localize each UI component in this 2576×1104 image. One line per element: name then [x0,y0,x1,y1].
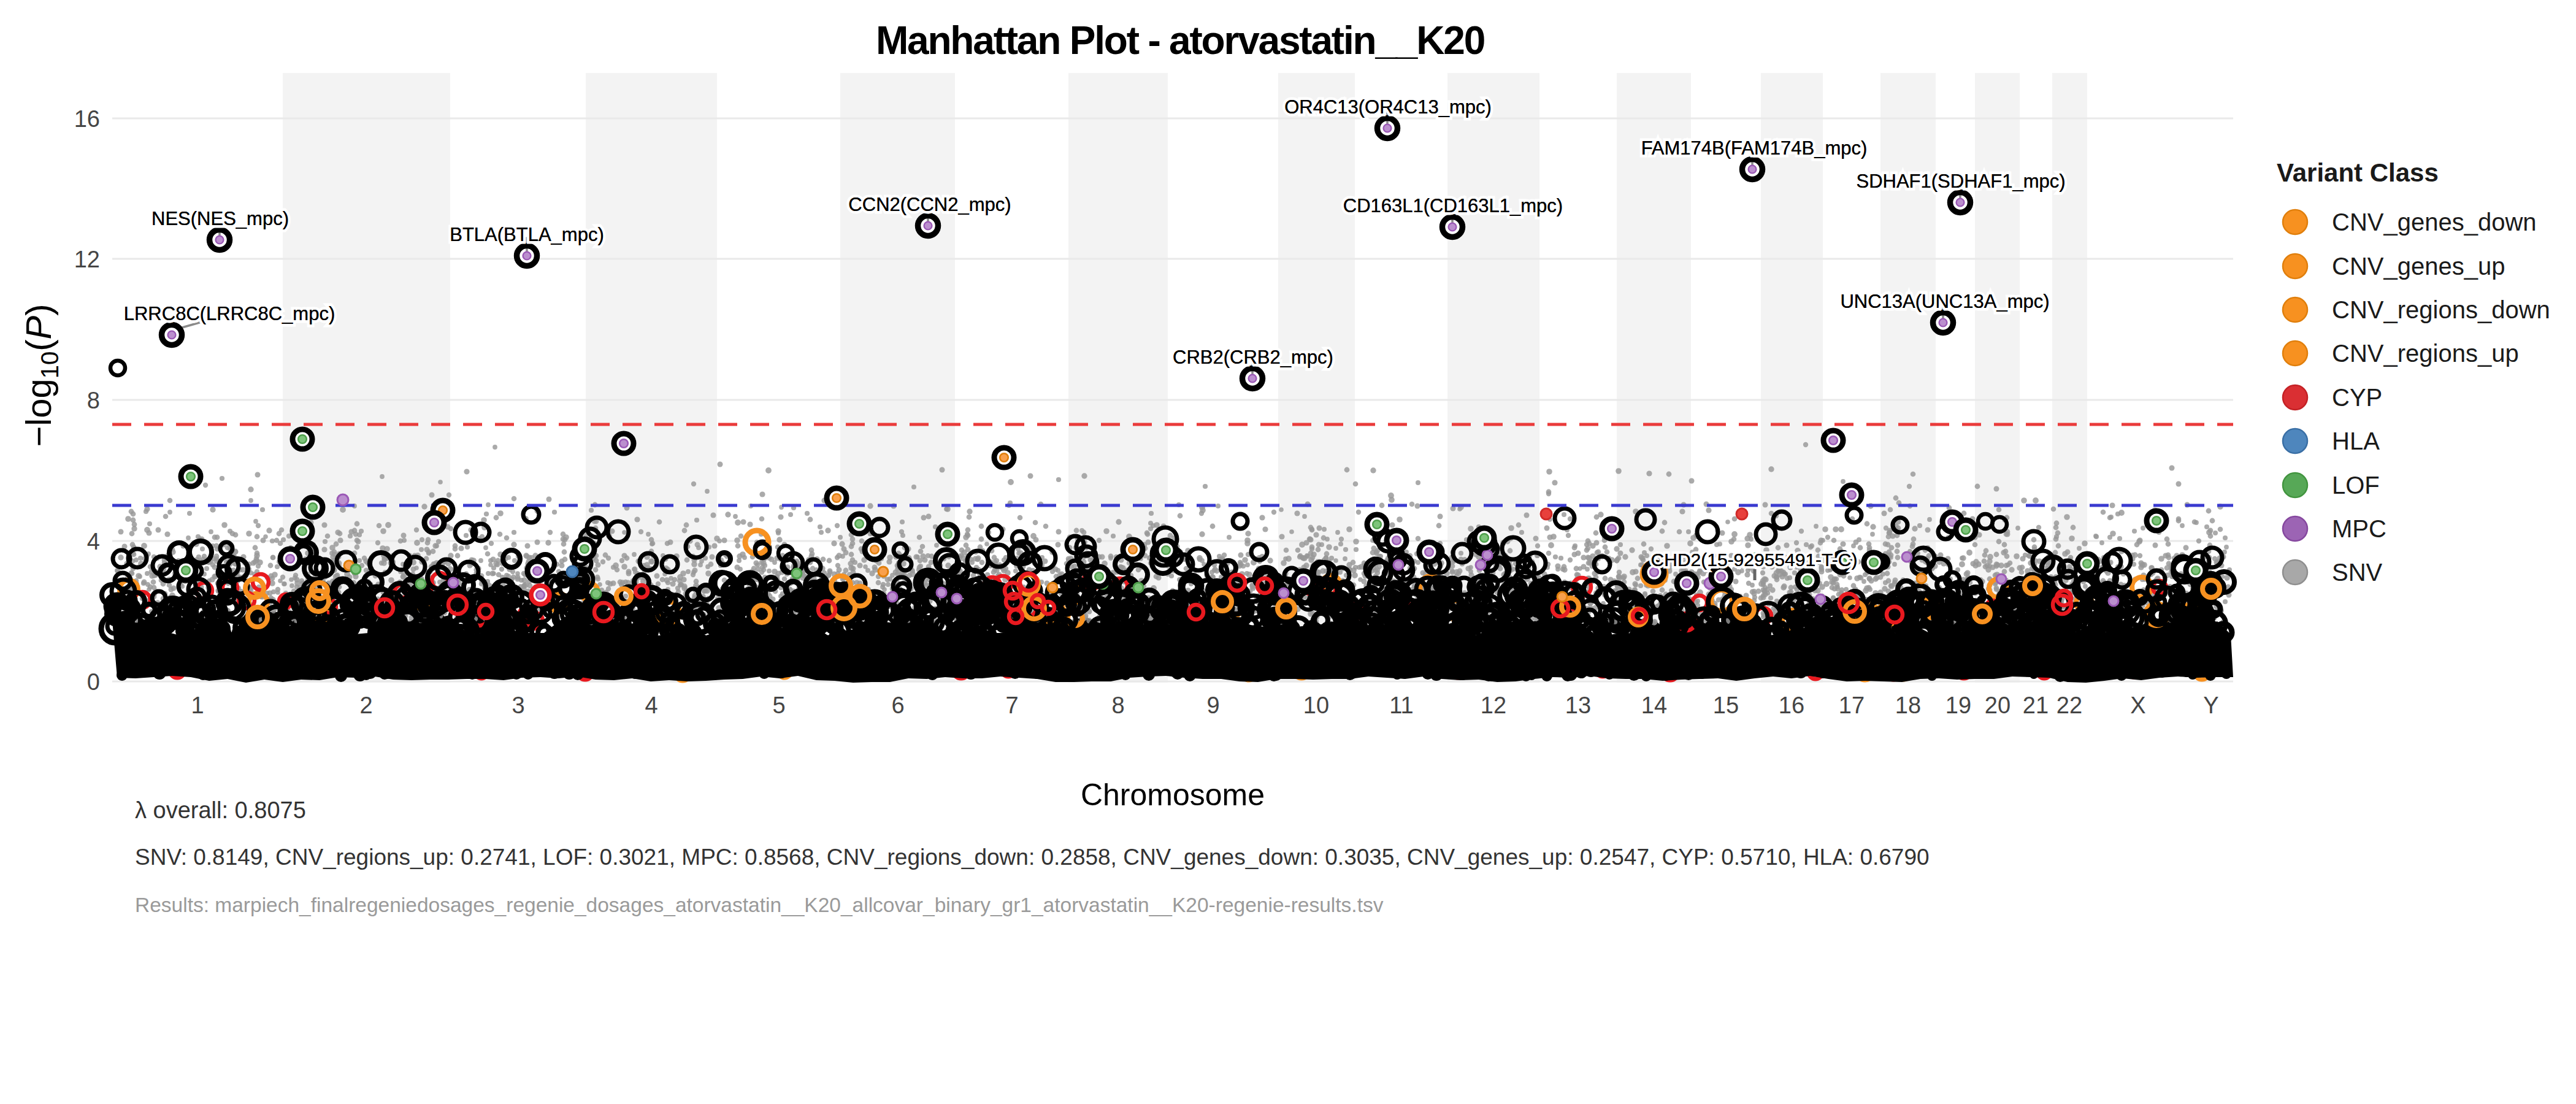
svg-text:4: 4 [645,692,657,718]
svg-text:Variant Class: Variant Class [2277,158,2439,187]
svg-text:1: 1 [191,692,204,718]
svg-text:20: 20 [1985,692,2011,718]
svg-text:FAM174B(FAM174B_mpc): FAM174B(FAM174B_mpc) [1641,137,1868,159]
svg-text:CD163L1(CD163L1_mpc): CD163L1(CD163L1_mpc) [1343,195,1563,217]
svg-text:14: 14 [1641,692,1667,718]
svg-text:11: 11 [1389,692,1413,718]
svg-text:13: 13 [1565,692,1591,718]
svg-text:HLA: HLA [2332,427,2380,454]
svg-text:10: 10 [1303,692,1329,718]
svg-text:λ overall: 0.8075: λ overall: 0.8075 [135,797,306,823]
svg-text:MPC: MPC [2332,515,2386,542]
svg-text:8: 8 [87,388,100,413]
svg-text:8: 8 [1111,692,1124,718]
svg-text:6: 6 [891,692,904,718]
svg-text:12: 12 [74,247,100,272]
svg-text:7: 7 [1005,692,1018,718]
svg-text:BTLA(BTLA_mpc): BTLA(BTLA_mpc) [450,224,604,245]
svg-text:16: 16 [74,106,100,132]
svg-text:12: 12 [1481,692,1506,718]
svg-text:OR4C13(OR4C13_mpc): OR4C13(OR4C13_mpc) [1284,96,1492,118]
svg-text:Manhattan Plot - atorvastatin_: Manhattan Plot - atorvastatin__K20 [876,18,1484,63]
svg-text:CNV_regions_down: CNV_regions_down [2332,296,2550,323]
svg-text:SNV: SNV [2332,559,2383,586]
svg-text:19: 19 [1945,692,1971,718]
svg-text:CYP: CYP [2332,384,2382,411]
svg-text:9: 9 [1206,692,1219,718]
svg-text:5: 5 [772,692,785,718]
svg-text:3: 3 [512,692,524,718]
svg-text:CNV_genes_down: CNV_genes_down [2332,209,2537,236]
svg-text:CHD2(15-92955491-T-C): CHD2(15-92955491-T-C) [1651,550,1858,570]
svg-text:LRRC8C(LRRC8C_mpc): LRRC8C(LRRC8C_mpc) [124,303,335,324]
svg-text:UNC13A(UNC13A_mpc): UNC13A(UNC13A_mpc) [1840,291,2049,312]
svg-text:17: 17 [1839,692,1865,718]
svg-text:4: 4 [87,529,100,554]
svg-text:15: 15 [1713,692,1739,718]
svg-text:SNV: 0.8149, CNV_regions_up: 0: SNV: 0.8149, CNV_regions_up: 0.2741, LOF… [135,845,1930,870]
svg-text:Results: marpiech_finalregenie: Results: marpiech_finalregeniedosages_re… [135,894,1384,916]
svg-text:21: 21 [2023,692,2049,718]
svg-text:CNV_regions_up: CNV_regions_up [2332,340,2519,367]
svg-text:16: 16 [1779,692,1804,718]
svg-text:CCN2(CCN2_mpc): CCN2(CCN2_mpc) [848,194,1011,215]
svg-text:SDHAF1(SDHAF1_mpc): SDHAF1(SDHAF1_mpc) [1856,171,2065,192]
svg-text:X: X [2130,692,2145,718]
svg-text:Chromosome: Chromosome [1081,778,1265,812]
svg-text:18: 18 [1895,692,1921,718]
svg-text:Y: Y [2203,692,2218,718]
svg-text:CRB2(CRB2_mpc): CRB2(CRB2_mpc) [1173,347,1333,368]
svg-text:0: 0 [87,669,100,695]
svg-text:CNV_genes_up: CNV_genes_up [2332,253,2505,280]
svg-text:22: 22 [2057,692,2082,718]
svg-text:LOF: LOF [2332,472,2380,499]
svg-text:2: 2 [359,692,372,718]
svg-text:NES(NES_mpc): NES(NES_mpc) [151,208,289,229]
